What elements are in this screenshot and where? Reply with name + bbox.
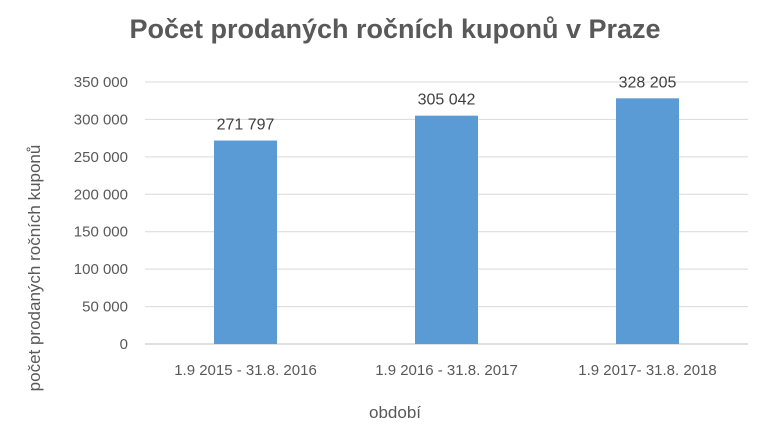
x-tick-label: 1.9 2017- 31.8. 2018 [578, 362, 716, 379]
bars [214, 98, 679, 345]
data-label: 328 205 [619, 74, 677, 91]
x-tick-label: 1.9 2016 - 31.8. 2017 [375, 362, 518, 379]
data-label: 305 042 [418, 92, 476, 109]
bar [616, 98, 679, 344]
x-axis-title: období [369, 403, 421, 422]
y-tick-label: 200 000 [74, 186, 128, 203]
y-tick-label: 350 000 [74, 74, 128, 91]
y-tick-label: 50 000 [82, 299, 128, 316]
y-axis-title: počet prodaných ročních kuponů [25, 145, 44, 392]
x-tick-label: 1.9 2015 - 31.8. 2016 [174, 362, 317, 379]
y-tick-label: 300 000 [74, 111, 128, 128]
bar [415, 115, 478, 345]
x-axis-ticks: 1.9 2015 - 31.8. 2016 1.9 2016 - 31.8. 20… [174, 362, 717, 379]
y-tick-label: 150 000 [74, 224, 128, 241]
y-tick-label: 250 000 [74, 149, 128, 166]
bar [214, 140, 277, 344]
y-tick-label: 100 000 [74, 261, 128, 278]
data-labels: 271 797 305 042 328 205 [217, 74, 677, 133]
y-tick-label: 0 [120, 336, 128, 353]
chart-title: Počet prodaných ročních kuponů v Praze [129, 14, 660, 44]
data-label: 271 797 [217, 117, 275, 134]
y-axis-ticks: 0 50 000 100 000 150 000 200 000 250 000 300 0… [74, 74, 128, 353]
